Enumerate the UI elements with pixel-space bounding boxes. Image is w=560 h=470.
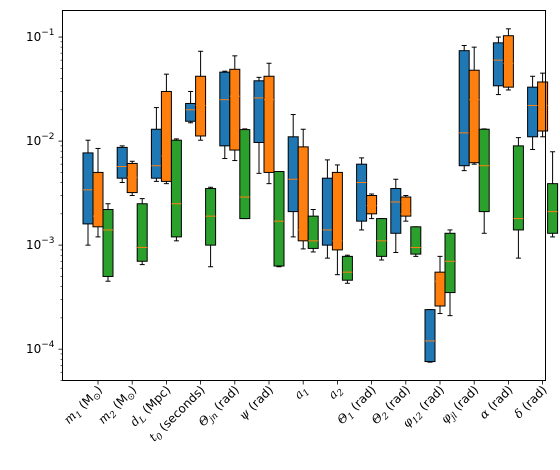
box-body xyxy=(547,183,559,234)
box-body xyxy=(366,195,378,215)
y-tick-label: 10−3 xyxy=(26,236,55,252)
box-body xyxy=(537,81,549,132)
box-body xyxy=(82,152,94,225)
box-body xyxy=(424,309,436,363)
y-tick-label-exponent: −2 xyxy=(41,132,54,142)
box xyxy=(356,157,368,231)
box xyxy=(410,226,422,257)
box-body xyxy=(410,226,422,255)
box xyxy=(424,309,436,363)
box-body xyxy=(253,80,265,143)
box-body xyxy=(356,163,368,222)
box-body xyxy=(331,171,343,251)
box-body xyxy=(170,139,182,238)
box-body xyxy=(478,128,490,213)
box-body xyxy=(126,162,138,194)
x-tick-label-subscript: 1 xyxy=(74,410,85,421)
box xyxy=(492,36,504,96)
box-body xyxy=(468,69,480,164)
box xyxy=(205,186,217,268)
box xyxy=(195,50,207,141)
box xyxy=(239,128,251,220)
box-body xyxy=(136,203,148,262)
box xyxy=(92,147,104,238)
box-body xyxy=(502,35,514,88)
box-body xyxy=(116,146,128,179)
box xyxy=(307,209,319,253)
box xyxy=(400,195,412,222)
box xyxy=(478,128,490,234)
box-body xyxy=(434,271,446,307)
box-series-1 xyxy=(82,36,539,363)
y-tick-label: 10−1 xyxy=(26,28,55,44)
box xyxy=(458,44,470,172)
box-body xyxy=(527,86,539,138)
box-series-3 xyxy=(102,128,559,317)
y-tick-label: 10−4 xyxy=(26,340,55,356)
box-body xyxy=(321,177,333,246)
box xyxy=(185,90,197,124)
x-tick-label-subscript: 1 xyxy=(301,388,312,399)
box-body xyxy=(263,75,275,173)
y-tick-label-base: 10 xyxy=(26,342,41,356)
box xyxy=(136,198,148,266)
box-series-2 xyxy=(92,28,549,315)
box xyxy=(341,254,353,284)
box xyxy=(126,160,138,196)
box xyxy=(219,70,231,160)
box-body xyxy=(195,75,207,137)
y-tick-label-exponent: −1 xyxy=(41,28,54,38)
box xyxy=(273,171,285,268)
box-body xyxy=(458,50,470,167)
box xyxy=(297,128,309,250)
box xyxy=(229,55,241,162)
box xyxy=(468,46,480,165)
y-tick-label-base: 10 xyxy=(26,238,41,252)
box-body xyxy=(287,136,299,213)
box-body xyxy=(492,42,504,87)
box xyxy=(331,164,343,276)
box-body xyxy=(307,215,319,249)
box-body xyxy=(205,188,217,246)
box-body xyxy=(390,188,402,234)
box-body xyxy=(341,255,353,281)
box-body xyxy=(444,232,456,294)
box-body xyxy=(185,102,197,122)
box xyxy=(160,73,172,185)
y-tick-label-exponent: −3 xyxy=(41,236,54,246)
y-minor-ticks xyxy=(60,41,63,381)
box-body xyxy=(297,146,309,242)
box xyxy=(512,137,524,259)
box xyxy=(263,62,275,185)
box xyxy=(502,28,514,91)
box xyxy=(444,229,456,317)
box xyxy=(170,138,182,242)
y-tick-label-exponent: −4 xyxy=(41,340,55,350)
box xyxy=(376,218,388,261)
box-body xyxy=(229,68,241,151)
box-body xyxy=(239,129,251,220)
box xyxy=(102,203,114,282)
box-body xyxy=(102,209,114,277)
box-body xyxy=(376,218,388,257)
y-tick-label-base: 10 xyxy=(26,134,41,148)
box-body xyxy=(273,171,285,267)
box xyxy=(366,193,378,220)
x-tick-label-subscript: 0 xyxy=(155,431,166,442)
y-tick-label-base: 10 xyxy=(26,30,41,44)
box-body xyxy=(92,171,104,228)
x-tick-label-subscript: 1 xyxy=(346,411,357,422)
box-body xyxy=(150,128,162,179)
y-axis: 10−110−210−310−4 xyxy=(26,28,63,381)
box xyxy=(537,72,549,138)
box-body xyxy=(160,90,172,182)
box xyxy=(116,145,128,184)
box xyxy=(547,151,559,238)
box-body xyxy=(219,71,231,147)
plot-area xyxy=(82,28,559,363)
y-tick-label: 10−2 xyxy=(26,132,55,148)
box-body xyxy=(400,196,412,217)
box-body xyxy=(512,145,524,231)
